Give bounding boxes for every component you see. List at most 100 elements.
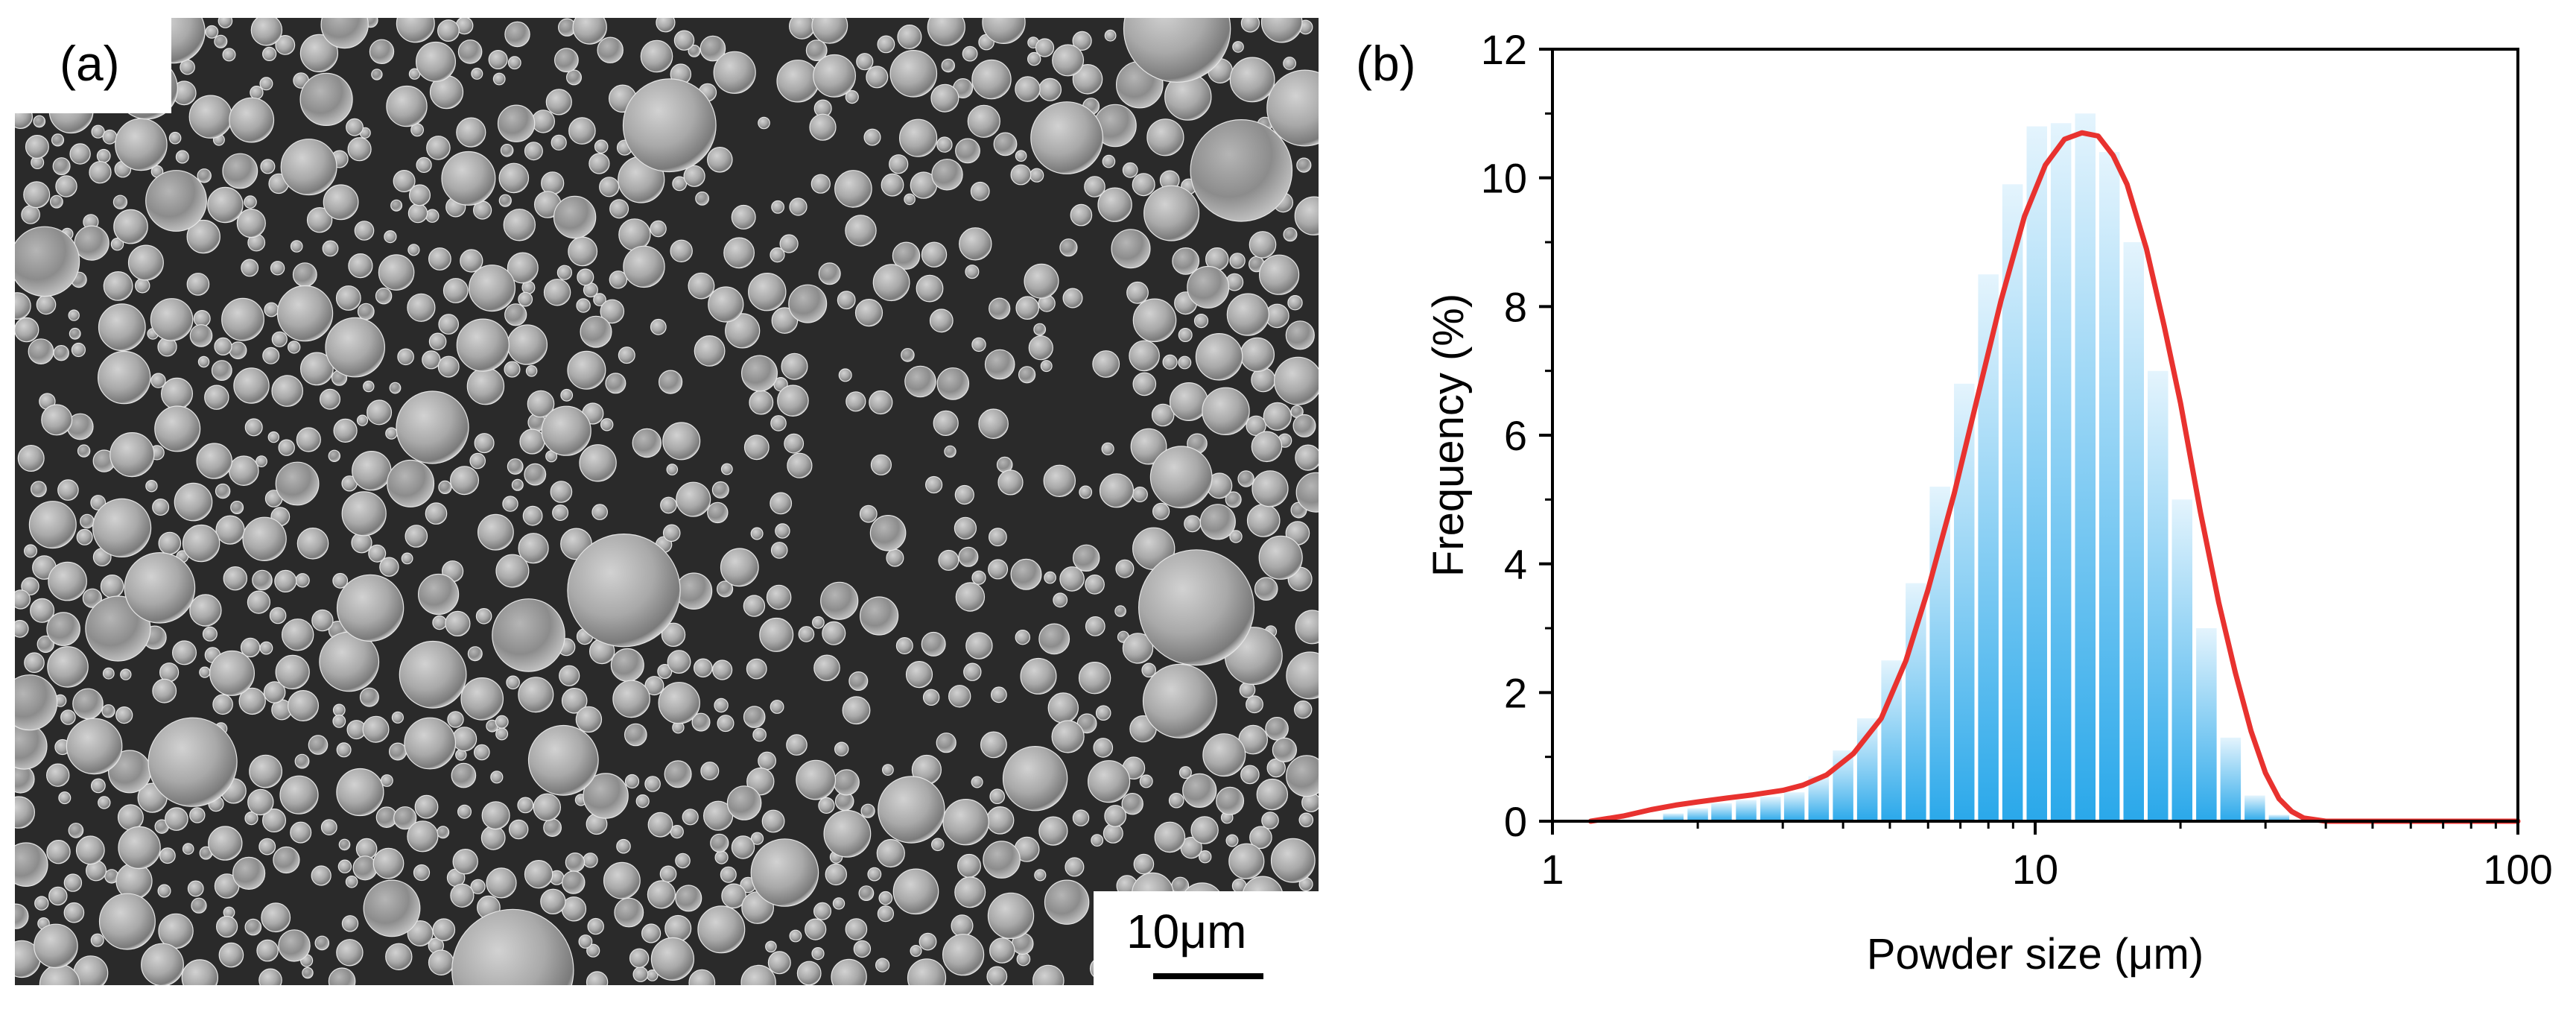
powder-particle (276, 285, 334, 342)
powder-particle (311, 865, 331, 886)
powder-particle (892, 868, 939, 915)
powder-particle (699, 35, 726, 62)
powder-particle (503, 209, 536, 241)
powder-particle (749, 390, 774, 415)
powder-particle (1286, 651, 1319, 700)
powder-particle (82, 588, 103, 608)
powder-particle (34, 896, 49, 911)
powder-particle (387, 459, 435, 507)
powder-particle (385, 427, 398, 440)
powder-particle (451, 762, 477, 788)
powder-particle (921, 631, 946, 657)
powder-particle (336, 768, 384, 817)
powder-particle (965, 632, 993, 660)
powder-particle (69, 143, 91, 165)
powder-particle (1190, 816, 1219, 844)
powder-particle (740, 964, 776, 985)
powder-particle (666, 464, 679, 475)
histogram-bar (2026, 126, 2047, 822)
powder-particle (348, 253, 373, 279)
powder-particle (432, 918, 456, 941)
powder-particle (675, 853, 691, 869)
powder-particle (600, 299, 625, 324)
powder-particle (311, 609, 334, 632)
powder-particle (359, 687, 379, 707)
powder-particle (328, 449, 340, 463)
powder-particle (396, 18, 435, 43)
powder-particle (869, 514, 907, 551)
powder-particle (740, 355, 778, 392)
powder-particle (618, 347, 635, 364)
powder-particle (1295, 610, 1319, 645)
powder-particle (507, 56, 521, 70)
powder-particle (211, 360, 232, 382)
powder-particle (856, 53, 874, 71)
powder-particle (568, 117, 596, 145)
powder-particle (881, 173, 904, 197)
powder-particle (337, 859, 352, 873)
powder-particle (341, 491, 387, 537)
powder-particle (30, 598, 55, 623)
powder-particle (385, 943, 413, 971)
powder-particle (1146, 118, 1184, 156)
powder-particle (818, 797, 835, 815)
y-tick-label: 0 (1504, 798, 1527, 845)
y-tick-label: 12 (1481, 26, 1527, 73)
powder-particle (889, 50, 938, 98)
powder-particle (127, 244, 164, 281)
histogram-bar (1906, 583, 1926, 821)
powder-particle (1216, 786, 1245, 815)
powder-particle (468, 265, 515, 312)
powder-particle (1226, 293, 1269, 336)
powder-particle (1261, 812, 1279, 829)
powder-particle (1193, 314, 1209, 329)
powder-particle (15, 589, 31, 610)
powder-particle (242, 516, 287, 562)
powder-particle (275, 35, 296, 55)
powder-particle (233, 367, 270, 404)
powder-particle (347, 137, 372, 162)
powder-particle (1085, 616, 1105, 636)
powder-particle (781, 352, 808, 380)
powder-particle (632, 967, 649, 982)
powder-particle (486, 867, 517, 899)
powder-particle (811, 946, 825, 961)
powder-particle (386, 85, 428, 127)
powder-particle (467, 646, 483, 662)
powder-particle (811, 18, 848, 44)
powder-particle (470, 879, 486, 894)
powder-particle (28, 338, 54, 365)
powder-particle (721, 883, 746, 909)
powder-particle (761, 809, 785, 833)
powder-particle (363, 879, 421, 937)
powder-particle (771, 200, 784, 214)
powder-particle (68, 309, 80, 321)
powder-particle (332, 572, 349, 589)
powder-particle (207, 186, 244, 224)
powder-particle (676, 481, 711, 517)
powder-particle (452, 848, 478, 875)
powder-particle (746, 767, 775, 796)
powder-particle (48, 886, 68, 906)
powder-particle (91, 124, 105, 139)
powder-particle (1138, 549, 1254, 666)
powder-particle (1265, 716, 1289, 741)
powder-particle (511, 478, 524, 491)
histogram-bar (2098, 152, 2120, 822)
powder-particle (115, 706, 133, 724)
powder-particle (58, 791, 72, 805)
powder-particle (954, 484, 974, 505)
powder-particle (182, 524, 221, 563)
powder-particle (661, 622, 686, 648)
powder-particle (196, 443, 232, 479)
powder-particle (1270, 838, 1316, 883)
powder-particle (622, 78, 717, 173)
powder-particle (750, 838, 819, 907)
powder-particle (1043, 464, 1076, 498)
powder-particle (98, 796, 111, 809)
powder-particle (1168, 792, 1184, 809)
powder-particle (478, 513, 514, 551)
powder-particle (777, 385, 809, 417)
powder-particle (589, 153, 610, 174)
powder-particle (100, 574, 124, 598)
